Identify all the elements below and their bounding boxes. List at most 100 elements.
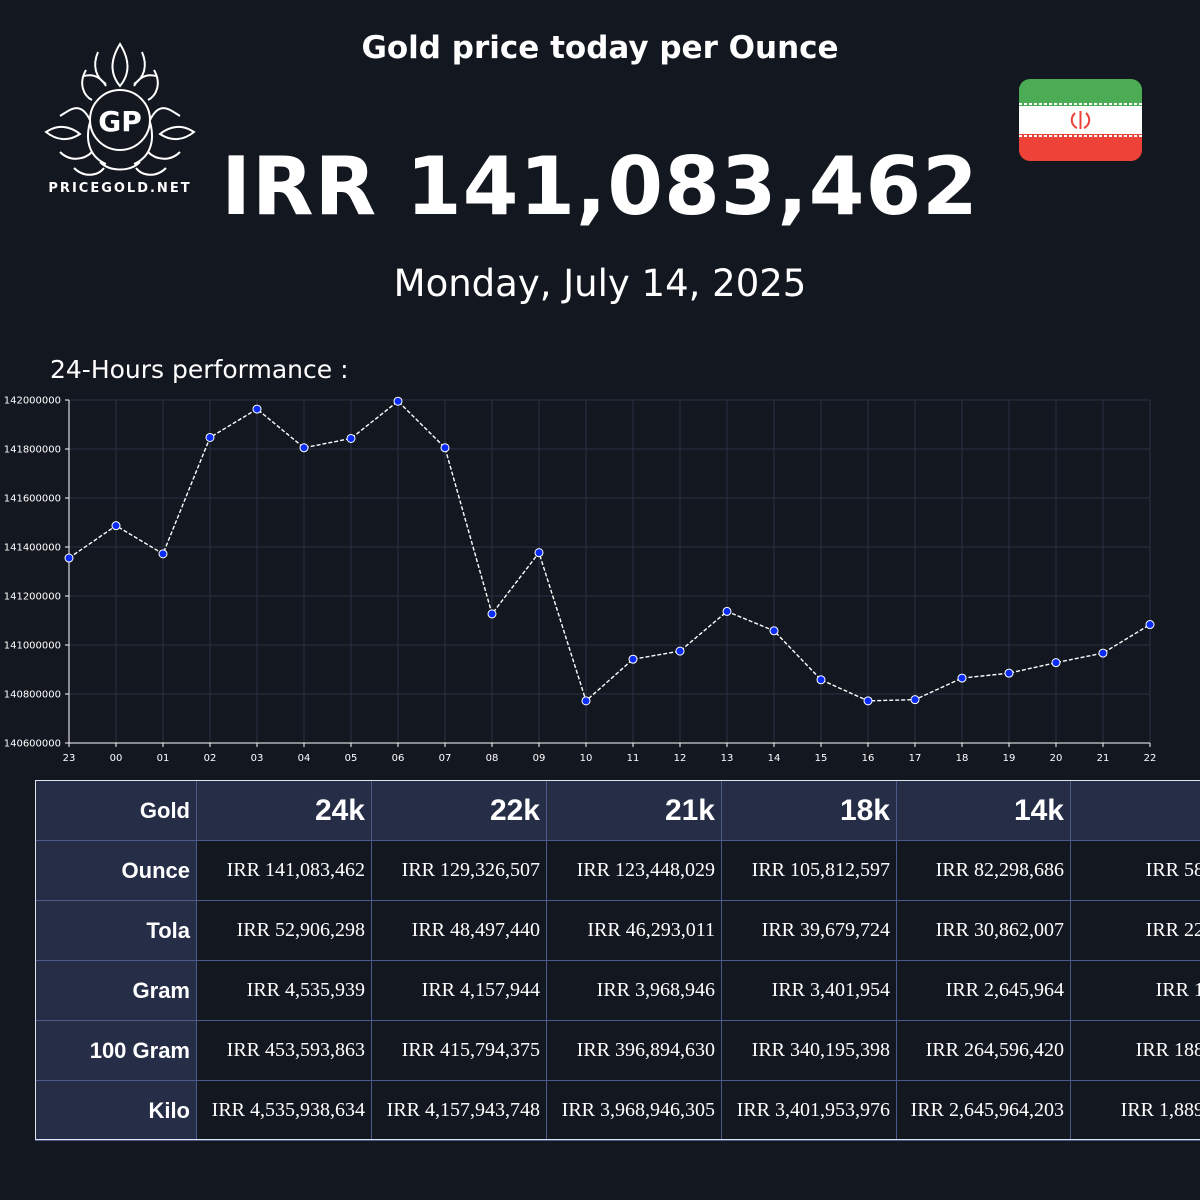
- x-tick-label: 22: [1144, 753, 1157, 764]
- x-tick-label: 17: [909, 753, 922, 764]
- data-point: [111, 521, 121, 531]
- data-point: [1098, 648, 1108, 658]
- data-point: [440, 443, 450, 453]
- price-cell: IRR 1,889: [1070, 960, 1200, 1021]
- x-tick-label: 08: [486, 753, 499, 764]
- iran-flag-icon: [1019, 79, 1142, 161]
- price-cell: IRR 453,593,863: [196, 1020, 372, 1081]
- y-tick-label: 142000000: [4, 396, 61, 407]
- price-cell: IRR 4,535,939: [196, 960, 372, 1021]
- price-cell: IRR 340,195,398: [721, 1020, 897, 1081]
- x-tick-label: 15: [815, 753, 828, 764]
- price-cell: IRR 123,448,029: [546, 840, 722, 901]
- x-tick-label: 06: [392, 753, 405, 764]
- y-tick-label: 140600000: [4, 739, 61, 750]
- x-tick-label: 11: [627, 753, 640, 764]
- karat-column-header: 22k: [371, 780, 547, 841]
- data-point: [910, 695, 920, 705]
- karat-column-header: 1: [1070, 780, 1200, 841]
- price-cell: IRR 4,157,944: [371, 960, 547, 1021]
- price-cell: IRR 3,968,946: [546, 960, 722, 1021]
- price-cell: IRR 48,497,440: [371, 900, 547, 961]
- price-cell: IRR 2,645,964: [896, 960, 1071, 1021]
- table-row: Ounce IRR 141,083,462 IRR 129,326,507 IRR 1…: [35, 840, 1200, 901]
- price-cell: IRR 105,812,597: [721, 840, 897, 901]
- table-header-row: Gold24k22k21k18k14k1: [35, 780, 1200, 841]
- y-tick-label: 141600000: [4, 494, 61, 505]
- page-heading: Gold price today per Ounce: [361, 30, 839, 66]
- data-point: [252, 404, 262, 414]
- price-cell: IRR 58,784: [1070, 840, 1200, 901]
- data-point: [158, 549, 168, 559]
- price-cell: IRR 141,083,462: [196, 840, 372, 901]
- price-cell: IRR 82,298,686: [896, 840, 1071, 901]
- data-point: [957, 673, 967, 683]
- data-point: [581, 696, 591, 706]
- x-tick-label: 20: [1050, 753, 1063, 764]
- data-point: [1051, 658, 1061, 668]
- table-row: 100 Gram IRR 453,593,863 IRR 415,794,375 IR…: [35, 1020, 1200, 1081]
- x-tick-label: 12: [674, 753, 687, 764]
- karat-column-header: 21k: [546, 780, 722, 841]
- price-cell: IRR 415,794,375: [371, 1020, 547, 1081]
- data-point: [64, 553, 74, 563]
- data-point: [299, 443, 309, 453]
- series-line: [68, 400, 1151, 703]
- data-point: [863, 696, 873, 706]
- x-tick-label: 13: [721, 753, 734, 764]
- data-point: [1004, 668, 1014, 678]
- pricegold-logo: GP: [44, 42, 196, 176]
- price-cell: IRR 129,326,507: [371, 840, 547, 901]
- x-tick-label: 21: [1097, 753, 1110, 764]
- x-tick-label: 16: [862, 753, 875, 764]
- data-point: [675, 646, 685, 656]
- data-point: [628, 654, 638, 664]
- current-price: IRR 141,083,462: [221, 140, 979, 233]
- data-point: [534, 548, 544, 558]
- x-tick-label: 02: [204, 753, 217, 764]
- x-tick-label: 14: [768, 753, 781, 764]
- unit-row-header: Ounce: [35, 840, 197, 901]
- price-cell: IRR 3,401,954: [721, 960, 897, 1021]
- logo-monogram: GP: [98, 105, 142, 138]
- data-point: [769, 626, 779, 636]
- chart-section-label: 24-Hours performance :: [50, 355, 349, 384]
- y-tick-label: 141000000: [4, 641, 61, 652]
- x-tick-label: 00: [110, 753, 123, 764]
- unit-row-header: Gram: [35, 960, 197, 1021]
- karat-column-header: 14k: [896, 780, 1071, 841]
- x-tick-label: 01: [157, 753, 170, 764]
- data-point: [205, 432, 215, 442]
- y-tick-label: 141200000: [4, 592, 61, 603]
- table-row: Gram IRR 4,535,939 IRR 4,157,944 IRR 3,968,…: [35, 960, 1200, 1021]
- price-cell: IRR 3,968,946,305: [546, 1080, 722, 1141]
- y-tick-label: 141400000: [4, 543, 61, 554]
- data-point: [722, 606, 732, 616]
- x-tick-label: 04: [298, 753, 311, 764]
- table-corner-header: Gold: [35, 780, 197, 841]
- data-point: [1145, 620, 1155, 630]
- table-row: Kilo IRR 4,535,938,634 IRR 4,157,943,748 IR…: [35, 1080, 1200, 1141]
- price-cell: IRR 2,645,964,203: [896, 1080, 1071, 1141]
- price-cell: IRR 264,596,420: [896, 1020, 1071, 1081]
- x-tick-label: 19: [1003, 753, 1016, 764]
- y-tick-label: 141800000: [4, 445, 61, 456]
- price-cell: IRR 22,044: [1070, 900, 1200, 961]
- x-tick-label: 23: [63, 753, 76, 764]
- data-point: [393, 396, 403, 406]
- price-cell: IRR 4,535,938,634: [196, 1080, 372, 1141]
- price-cell: IRR 3,401,953,976: [721, 1080, 897, 1141]
- karat-column-header: 18k: [721, 780, 897, 841]
- unit-row-header: Kilo: [35, 1080, 197, 1141]
- price-cell: IRR 4,157,943,748: [371, 1080, 547, 1141]
- x-tick-label: 03: [251, 753, 264, 764]
- karat-column-header: 24k: [196, 780, 372, 841]
- price-cell: IRR 1,889,974: [1070, 1080, 1200, 1141]
- x-tick-label: 05: [345, 753, 358, 764]
- unit-row-header: 100 Gram: [35, 1020, 197, 1081]
- unit-row-header: Tola: [35, 900, 197, 961]
- x-tick-label: 07: [439, 753, 452, 764]
- price-cell: IRR 30,862,007: [896, 900, 1071, 961]
